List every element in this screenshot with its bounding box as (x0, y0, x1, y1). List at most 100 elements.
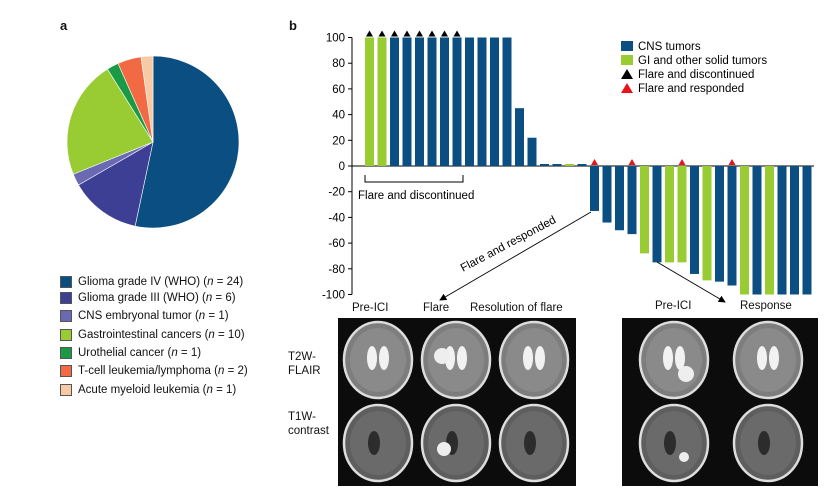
bar (665, 166, 674, 263)
ventricle (758, 431, 770, 455)
flare-marker (366, 30, 373, 37)
legend-triangle-icon (621, 83, 633, 93)
bar (640, 166, 649, 254)
bar (415, 37, 424, 166)
legend-label: Gastrointestinal cancers (n = 10) (78, 329, 245, 341)
brain-tissue (646, 328, 702, 392)
brain-tissue (506, 328, 562, 392)
legend-label: Acute myeloid leukemia (n = 1) (78, 384, 237, 396)
pie-legend-item: Gastrointestinal cancers (n = 10) (60, 329, 245, 341)
bar (365, 37, 374, 166)
waterfall-legend: CNS tumors GI and other solid tumors Flare… (621, 41, 767, 95)
pie-legend-item: T-cell leukemia/lymphoma (n = 2) (60, 365, 248, 377)
pie-slice (134, 55, 240, 229)
ventricle (457, 346, 467, 370)
waterfall-chart: 100 80 60 40 20 0 -20 -40 -60 -80 -100 Flare and d… (322, 30, 814, 303)
legend-swatch (60, 365, 72, 377)
legend-swatch (60, 347, 72, 359)
bar (465, 37, 474, 166)
legend-label: CNS embryonal tumor (n = 1) (78, 310, 229, 322)
legend-swatch (60, 276, 72, 288)
bar (677, 166, 687, 263)
bar (702, 166, 712, 281)
legend-label: T-cell leukemia/lymphoma (n = 2) (78, 365, 248, 377)
panel-b-letter: b (289, 18, 297, 33)
ventricle (535, 346, 545, 370)
pie-legend-item: Acute myeloid leukemia (n = 1) (60, 384, 236, 396)
legend-label: Glioma grade IV (WHO) (n = 24) (78, 276, 244, 288)
bar (377, 37, 387, 166)
arrow-to-flare (439, 211, 592, 301)
bar (577, 164, 587, 166)
pie-slice (66, 68, 154, 175)
bar (477, 37, 487, 166)
pie-slice (140, 55, 154, 143)
legend-label: Flare and responded (638, 83, 744, 95)
flare-marker (728, 159, 736, 165)
bar (427, 37, 437, 166)
row-label-t2w-flair: T2W- FLAIR (288, 351, 321, 377)
ventricle (523, 346, 533, 370)
ventricle (379, 346, 389, 370)
y-tick-label: 0 (339, 161, 345, 173)
flare-marker (416, 30, 423, 37)
arrow-label: Flare and responded (459, 214, 558, 274)
bar (752, 166, 762, 295)
legend-label: Urothelial cancer (n = 1) (78, 347, 202, 359)
ventricle (524, 431, 536, 455)
flare-marker (441, 30, 448, 37)
col-label-pre-ici: Pre-ICI (352, 302, 389, 314)
flare-marker (391, 30, 398, 37)
legend-swatch (60, 384, 72, 396)
ventricle (757, 346, 767, 370)
flare-marker (591, 159, 598, 165)
flare-marker (678, 159, 686, 165)
pie-chart (66, 55, 240, 229)
col-label-response: Response (740, 300, 792, 312)
bar (540, 164, 549, 166)
bar (627, 166, 637, 235)
legend-label: Glioma grade III (WHO) (n = 6) (78, 292, 236, 304)
bracket-label: Flare and discontinued (358, 190, 474, 202)
bar (740, 166, 749, 295)
y-tick-label: -40 (328, 212, 345, 224)
legend-swatch (60, 329, 72, 341)
brain-tissue (428, 328, 484, 392)
pie-legend-item: Glioma grade III (WHO) (n = 6) (60, 292, 236, 304)
legend-label: CNS tumors (638, 41, 701, 53)
col-label-pre-ici-right: Pre-ICI (655, 300, 692, 312)
bar (390, 37, 399, 166)
bar (690, 166, 699, 274)
legend-swatch (621, 55, 633, 65)
y-tick-label: 40 (332, 110, 345, 122)
flare-marker (628, 159, 636, 165)
legend-swatch (60, 310, 72, 322)
pie-legend-item: CNS embryonal tumor (n = 1) (60, 310, 229, 322)
mri-image-grid-left (338, 318, 576, 486)
ventricle (663, 346, 673, 370)
pie-slice (78, 141, 154, 227)
ventricle (368, 431, 380, 455)
y-tick-label: -80 (328, 264, 345, 276)
legend-swatch (621, 41, 633, 51)
bar (765, 166, 774, 295)
panel-a-letter: a (60, 18, 68, 33)
flare-marker (453, 30, 461, 37)
legend-triangle-icon (621, 69, 633, 79)
lesion (678, 366, 694, 382)
legend-swatch (60, 292, 72, 304)
col-label-resolution: Resolution of flare (470, 302, 563, 314)
lesion (437, 442, 451, 456)
pie-legend-item: Glioma grade IV (WHO) (n = 24) (60, 276, 243, 288)
col-label-flare: Flare (423, 302, 450, 314)
bar (590, 166, 599, 211)
bar (402, 37, 412, 166)
mri-image-grid-right (622, 318, 818, 486)
bar (515, 108, 524, 166)
arrow-to-response (656, 261, 726, 303)
flare-discontinued-bracket (364, 175, 464, 183)
lesion (434, 348, 450, 364)
y-tick-label: -20 (328, 187, 345, 199)
bar (715, 166, 724, 282)
